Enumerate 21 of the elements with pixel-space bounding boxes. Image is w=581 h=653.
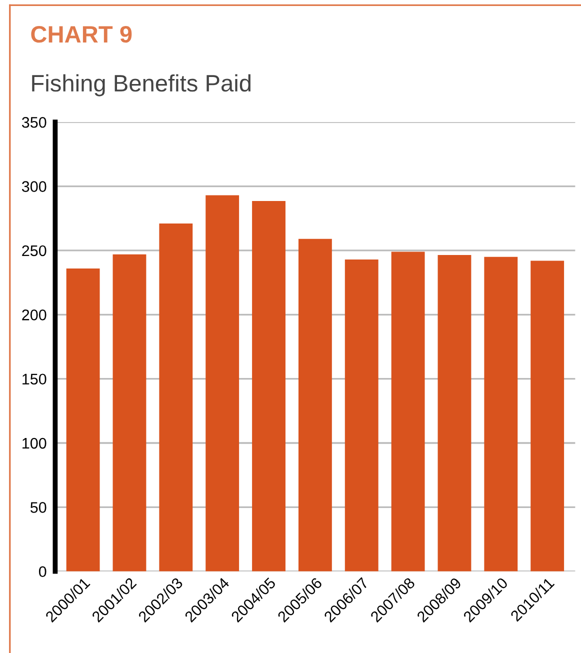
y-tick-label: 200: [22, 310, 46, 320]
bar: [391, 252, 425, 572]
bar: [206, 195, 240, 572]
chart-title: CHART 9: [31, 26, 132, 43]
bar: [112, 254, 146, 572]
bar: [344, 259, 378, 572]
y-tick-label: 300: [22, 181, 46, 192]
y-tick-label: 50: [30, 502, 46, 513]
y-tick-label: 350: [22, 116, 46, 128]
bar: [530, 260, 564, 572]
bar: [159, 224, 193, 572]
y-tick-label: 250: [22, 245, 46, 256]
bar: [484, 256, 518, 572]
chart-subtitle: Fishing Benefits Paid: [32, 74, 250, 96]
bar: [66, 268, 100, 572]
bar: [298, 238, 332, 572]
y-tick-label: 100: [22, 438, 46, 449]
bar: [438, 254, 472, 572]
y-tick-label: 0: [38, 566, 46, 578]
y-tick-label: 150: [22, 374, 46, 385]
bar: [252, 201, 286, 572]
